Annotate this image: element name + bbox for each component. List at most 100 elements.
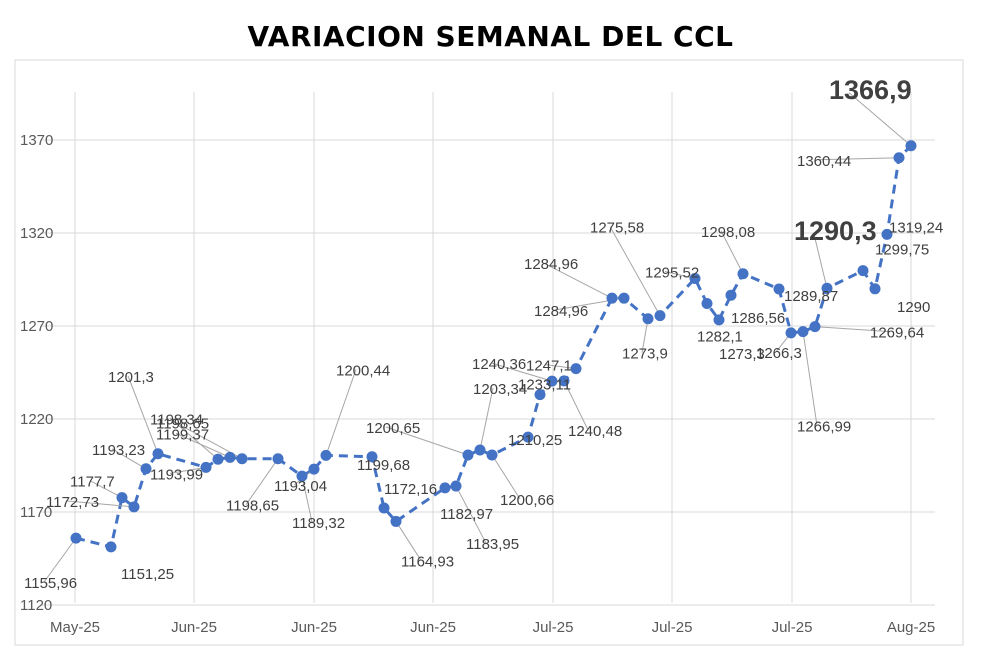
- y-tick-label: 1320: [20, 225, 53, 242]
- label-leader-line: [816, 157, 900, 161]
- series-path: [75, 144, 913, 549]
- data-point: [570, 363, 582, 375]
- data-label: 1200,66: [500, 492, 554, 509]
- data-point: [462, 449, 474, 461]
- data-point: [881, 228, 893, 240]
- y-tick-label: 1220: [20, 411, 53, 428]
- x-tick-label: Jun-25: [291, 619, 337, 636]
- data-point: [618, 292, 630, 304]
- data-point: [366, 451, 378, 463]
- data-label: 1299,75: [875, 242, 929, 259]
- data-label: 1290,3: [794, 216, 877, 246]
- data-point: [773, 283, 785, 295]
- data-label: 1289,87: [784, 288, 838, 305]
- data-point: [212, 453, 224, 465]
- x-axis-ticks: May-25 Jun-25 Jun-25 Jun-25 Jul-25 Jul-25 Jul-…: [50, 619, 935, 636]
- data-point: [378, 502, 390, 514]
- label-leader-line: [169, 417, 219, 460]
- data-point: [272, 453, 284, 465]
- data-label: 1198,65: [226, 498, 279, 515]
- data-point: [200, 461, 212, 473]
- data-point: [821, 282, 833, 294]
- data-label: 1193,23: [92, 442, 145, 459]
- label-leader-line: [395, 521, 422, 561]
- data-label: 1199,37: [156, 426, 209, 443]
- data-label: 1273,3: [719, 346, 765, 363]
- data-point: [296, 470, 308, 482]
- data-point: [606, 292, 618, 304]
- data-point: [534, 389, 546, 401]
- data-label: 1203,34: [473, 381, 527, 398]
- data-label: 1319,24: [889, 219, 943, 236]
- y-tick-label: 1270: [20, 318, 53, 335]
- x-tick-label: Jun-25: [410, 619, 456, 636]
- data-label: 1193,99: [150, 466, 203, 483]
- data-label: 1286,56: [731, 310, 785, 327]
- data-label: 1177,7: [70, 474, 115, 491]
- label-leader-line: [813, 234, 828, 289]
- data-point: [546, 375, 558, 387]
- data-point: [390, 515, 402, 527]
- data-label: 1284,96: [524, 256, 578, 273]
- label-leader-line: [245, 458, 279, 505]
- y-tick-label: 1170: [20, 504, 52, 521]
- data-label: 1198,65: [156, 416, 209, 433]
- data-point: [893, 152, 905, 164]
- data-point: [116, 492, 128, 504]
- data-label: 1210,25: [508, 432, 562, 449]
- label-leader-line: [301, 475, 313, 523]
- data-label: 1198,34: [150, 411, 203, 428]
- data-label: 1189,32: [292, 515, 345, 532]
- label-leader-line: [720, 230, 744, 274]
- data-label: 1200,65: [366, 420, 420, 437]
- data-point: [689, 273, 701, 285]
- data-label: 1164,93: [401, 553, 454, 570]
- data-point: [797, 326, 809, 338]
- label-leader-line: [89, 480, 123, 499]
- series-line: [75, 144, 913, 549]
- data-label: 1193,04: [274, 478, 327, 495]
- label-leader-line: [479, 387, 494, 451]
- label-leader-line: [65, 500, 135, 508]
- data-label: 1240,36: [472, 356, 526, 373]
- y-axis-ticks: 1120 1170 1220 1270 1320 1370: [20, 132, 53, 614]
- label-leader-line: [491, 362, 553, 382]
- data-point: [308, 463, 320, 475]
- label-leader-line: [802, 331, 818, 426]
- data-points: [70, 140, 917, 553]
- data-point: [785, 327, 797, 339]
- data-label: 1172,16: [384, 481, 437, 498]
- data-point: [320, 449, 332, 461]
- data-label: 1182,97: [440, 506, 493, 523]
- label-leader-line: [175, 432, 231, 458]
- data-point: [654, 310, 666, 322]
- data-label: 1200,44: [336, 362, 390, 379]
- data-label: 1247,1: [526, 358, 572, 375]
- data-label: 1295,52: [645, 265, 699, 282]
- label-leader-lines: [43, 92, 912, 583]
- grid-lines: [40, 92, 935, 606]
- x-tick-label: Jul-25: [533, 619, 574, 636]
- data-label: 1155,96: [24, 575, 77, 592]
- label-leader-line: [455, 485, 487, 544]
- chart-frame: [14, 59, 964, 646]
- data-point: [236, 453, 248, 465]
- data-label: 1366,9: [829, 75, 912, 105]
- data-label: 1233,11: [518, 377, 571, 394]
- data-point: [140, 463, 152, 475]
- data-point: [522, 431, 534, 443]
- data-label: 1275,58: [590, 220, 644, 237]
- data-label: 1240,48: [568, 423, 622, 440]
- data-labels: 1155,96 1151,25 1177,7 1172,73 1193,23 1201,3…: [24, 75, 943, 592]
- data-label: 1172,73: [46, 494, 99, 511]
- data-point: [857, 265, 869, 277]
- data-point: [642, 313, 654, 325]
- label-leader-line: [491, 454, 521, 500]
- y-tick-label: 1120: [20, 597, 52, 614]
- data-point: [905, 140, 917, 152]
- data-label: 1201,3: [108, 369, 154, 386]
- label-leader-line: [563, 380, 589, 431]
- label-leader-line: [641, 318, 649, 353]
- data-label: 1282,1: [697, 328, 743, 345]
- x-tick-label: Jun-25: [171, 619, 217, 636]
